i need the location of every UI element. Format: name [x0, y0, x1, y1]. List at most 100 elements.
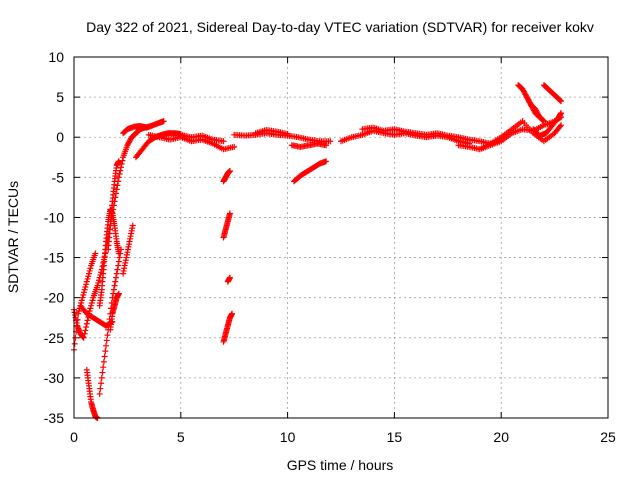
- data-point: [98, 380, 105, 387]
- data-point: [86, 267, 93, 274]
- data-point: [81, 330, 88, 337]
- data-point: [83, 320, 90, 327]
- chart-title: Day 322 of 2021, Sidereal Day-to-day VTE…: [86, 19, 594, 35]
- data-point: [85, 314, 92, 321]
- data-point: [103, 337, 110, 344]
- data-point: [112, 278, 119, 285]
- tick-layer: 0 5 10 15 20 25 -35 -30 -25 -20 -15 -10 -5 0 5 10: [44, 49, 616, 445]
- data-point: [85, 273, 92, 280]
- data-point: [88, 302, 95, 309]
- series-arc-12: [120, 118, 167, 137]
- data-point: [80, 291, 87, 298]
- data-point: [115, 174, 122, 181]
- data-point: [129, 222, 136, 229]
- data-point: [100, 364, 107, 371]
- data-point: [88, 300, 95, 307]
- x-tick-label: 25: [600, 429, 616, 445]
- data-point: [113, 270, 120, 277]
- x-axis-label: GPS time / hours: [287, 457, 394, 473]
- data-point: [226, 210, 233, 217]
- grid-layer: [74, 57, 608, 418]
- data-point: [115, 250, 122, 257]
- data-point: [558, 110, 565, 117]
- series-arc-29: [540, 82, 565, 105]
- data-point: [95, 277, 102, 284]
- x-tick-label: 5: [177, 429, 185, 445]
- data-point: [84, 275, 91, 282]
- data-point: [79, 294, 86, 301]
- data-point: [75, 310, 82, 317]
- data-point: [220, 138, 227, 145]
- data-point: [226, 167, 233, 174]
- y-tick-label: -20: [44, 290, 64, 306]
- data-point: [87, 305, 94, 312]
- y-tick-label: -25: [44, 330, 64, 346]
- data-point: [102, 348, 109, 355]
- series-arc-16: [220, 210, 233, 241]
- data-point: [110, 286, 117, 293]
- y-tick-label: -5: [52, 169, 65, 185]
- x-tick-label: 10: [280, 429, 296, 445]
- data-point: [540, 117, 547, 124]
- data-points-layer: [71, 82, 565, 421]
- data-point: [115, 262, 122, 269]
- data-point: [83, 281, 90, 288]
- series-arc-14: [167, 130, 227, 145]
- data-point: [111, 282, 118, 289]
- y-tick-label: 5: [56, 89, 64, 105]
- series-arc-24: [359, 124, 494, 147]
- series-arc-13: [145, 131, 238, 153]
- x-tick-label: 15: [387, 429, 403, 445]
- data-point: [100, 259, 107, 266]
- series-arc-10: [120, 222, 136, 277]
- data-point: [115, 158, 122, 165]
- data-point: [284, 131, 291, 138]
- data-point: [85, 270, 92, 277]
- data-point: [116, 170, 123, 177]
- data-point: [96, 390, 103, 397]
- data-point: [226, 274, 233, 281]
- y-tick-label: -10: [44, 209, 64, 225]
- data-point: [540, 118, 547, 125]
- data-point: [95, 279, 102, 286]
- y-tick-label: -15: [44, 250, 64, 266]
- y-tick-label: 10: [48, 49, 64, 65]
- data-point: [89, 297, 96, 304]
- data-point: [83, 278, 90, 285]
- series-arc-20: [252, 127, 291, 138]
- series-arc-1: [71, 250, 99, 353]
- data-point: [327, 138, 334, 145]
- data-point: [110, 290, 117, 297]
- y-axis-label: SDTVAR / TECUs: [5, 181, 21, 293]
- data-point: [556, 123, 563, 130]
- data-point: [82, 283, 89, 290]
- series-arc-2: [71, 306, 87, 341]
- data-point: [71, 340, 78, 347]
- data-point: [86, 308, 93, 315]
- y-tick-label: -30: [44, 370, 64, 386]
- data-point: [75, 308, 82, 315]
- data-point: [78, 297, 85, 304]
- data-point: [104, 332, 111, 339]
- data-point: [80, 334, 87, 341]
- series-arc-30: [530, 110, 565, 139]
- data-point: [92, 250, 99, 257]
- data-point: [80, 289, 87, 296]
- data-point: [558, 122, 565, 129]
- data-point: [115, 290, 122, 297]
- data-point: [87, 265, 94, 272]
- series-arc-9: [107, 290, 122, 333]
- data-point: [114, 266, 121, 273]
- data-point: [85, 310, 92, 317]
- data-point: [114, 182, 121, 189]
- data-point: [557, 97, 564, 104]
- data-point: [82, 327, 89, 334]
- data-point: [101, 353, 108, 360]
- series-arc-17: [224, 274, 233, 285]
- data-point: [117, 164, 124, 171]
- data-point: [160, 118, 167, 125]
- data-point: [100, 358, 107, 365]
- series-arc-21: [288, 140, 330, 150]
- data-point: [119, 157, 126, 164]
- data-point: [97, 385, 104, 392]
